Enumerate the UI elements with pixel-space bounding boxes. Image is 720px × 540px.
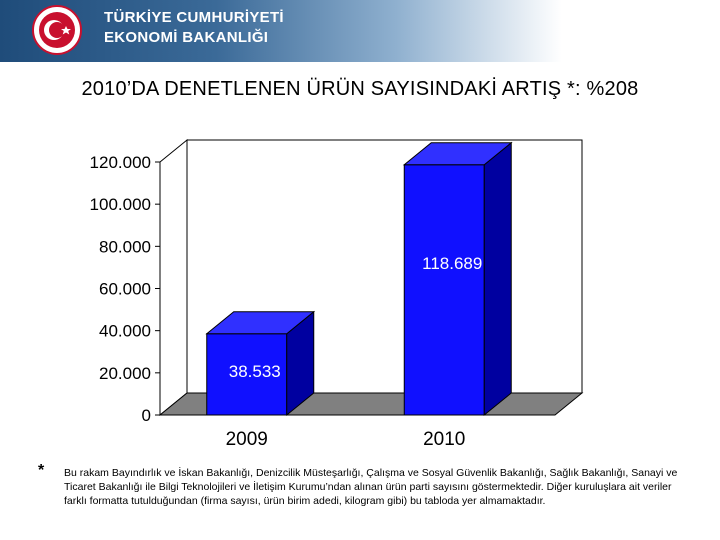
ministry-name: TÜRKİYE CUMHURİYETİ EKONOMİ BAKANLIĞI <box>104 8 284 48</box>
ministry-name-line1: TÜRKİYE CUMHURİYETİ <box>104 9 284 26</box>
footnote-text: Bu rakam Bayındırlık ve İskan Bakanlığı,… <box>64 467 678 507</box>
y-tick-label: 80.000 <box>99 237 151 256</box>
page-title: 2010’DA DENETLENEN ÜRÜN SAYISINDAKİ ARTI… <box>81 78 639 100</box>
x-category-label: 2009 <box>226 429 268 450</box>
bar-top <box>402 142 513 166</box>
ministry-emblem-icon <box>32 5 82 55</box>
ministry-name-line2: EKONOMİ BAKANLIĞI <box>104 29 269 46</box>
y-tick-label: 100.000 <box>90 195 151 214</box>
y-tick-label: 0 <box>142 406 151 425</box>
x-category-label: 2010 <box>423 429 465 450</box>
y-tick-label: 120.000 <box>90 153 151 172</box>
y-tick-label: 60.000 <box>99 280 151 299</box>
header-banner: TÜRKİYE CUMHURİYETİ EKONOMİ BAKANLIĞI <box>0 0 720 62</box>
bar-front <box>403 164 485 416</box>
bar-value-label: 118.689 <box>422 254 482 273</box>
y-tick-label: 20.000 <box>99 364 151 383</box>
bar-side <box>483 141 512 417</box>
footnote-marker: * <box>38 462 45 479</box>
bar-front <box>206 333 288 416</box>
y-tick-label: 40.000 <box>99 322 151 341</box>
chart-side-wall <box>159 138 188 417</box>
bar-value-label: 38.533 <box>229 362 281 381</box>
bar-top <box>205 311 316 335</box>
